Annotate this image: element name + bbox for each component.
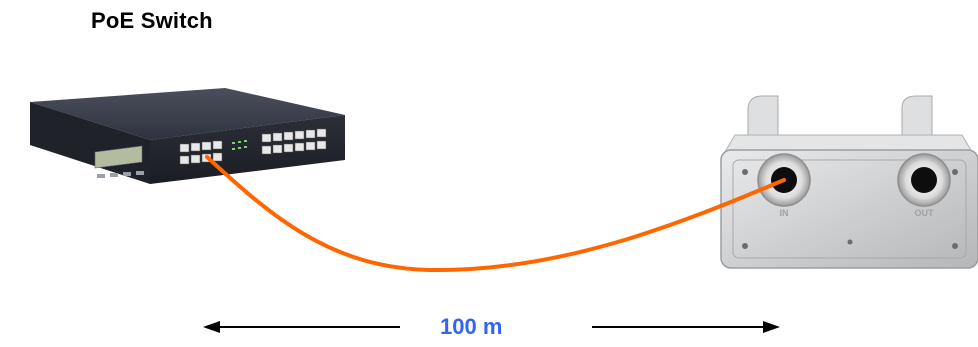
outdoor-enclosure-icon: IN OUT	[720, 95, 978, 269]
ethernet-cable	[205, 155, 786, 273]
poe-switch-icon	[30, 88, 345, 184]
port-out-label: OUT	[915, 208, 935, 218]
port-in-label: IN	[780, 208, 789, 218]
distance-arrow-right	[592, 321, 780, 333]
distance-arrow-left	[203, 321, 400, 333]
distance-label: 100 m	[440, 314, 503, 339]
switch-title: PoE Switch	[91, 8, 213, 33]
